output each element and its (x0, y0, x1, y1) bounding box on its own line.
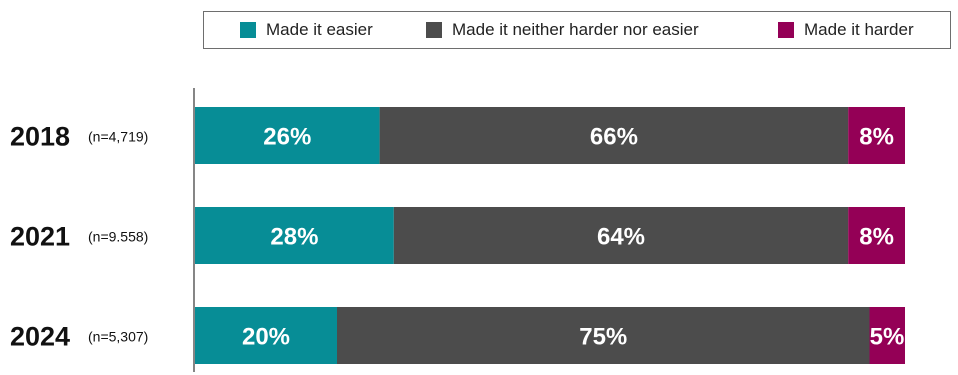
legend-item-neither: Made it neither harder nor easier (426, 12, 699, 48)
bar-segment (195, 207, 394, 264)
bar-segment (393, 207, 849, 264)
data-label: 5% (870, 324, 905, 351)
category-label: 2021 (10, 222, 70, 252)
bar-segment (195, 307, 337, 364)
legend-label-neither: Made it neither harder nor easier (452, 20, 699, 39)
bar-segment (195, 107, 380, 164)
category-label: 2024 (10, 322, 70, 352)
bar-segment (848, 207, 905, 264)
legend-item-harder: Made it harder (778, 12, 914, 48)
data-label: 64% (597, 224, 645, 251)
data-label: 20% (242, 324, 290, 351)
data-label: 66% (590, 124, 638, 151)
data-label: 8% (859, 224, 894, 251)
bar-segment (848, 107, 905, 164)
legend-item-easier: Made it easier (240, 12, 373, 48)
legend-swatch-harder (778, 22, 794, 38)
data-label: 28% (270, 224, 318, 251)
legend-swatch-easier (240, 22, 256, 38)
sample-size-label: (n=9.558) (88, 229, 148, 245)
chart-legend: Made it easier Made it neither harder no… (203, 11, 951, 49)
bar-segment (337, 307, 870, 364)
bar-segment (379, 107, 849, 164)
data-label: 8% (859, 124, 894, 151)
data-label: 26% (263, 124, 311, 151)
category-label: 2018 (10, 122, 70, 152)
legend-swatch-neither (426, 22, 442, 38)
legend-label-easier: Made it easier (266, 20, 373, 39)
sample-size-label: (n=4,719) (88, 129, 148, 145)
bar-segment (869, 307, 905, 364)
legend-label-harder: Made it harder (804, 20, 914, 39)
data-label: 75% (579, 324, 627, 351)
sample-size-label: (n=5,307) (88, 329, 148, 345)
